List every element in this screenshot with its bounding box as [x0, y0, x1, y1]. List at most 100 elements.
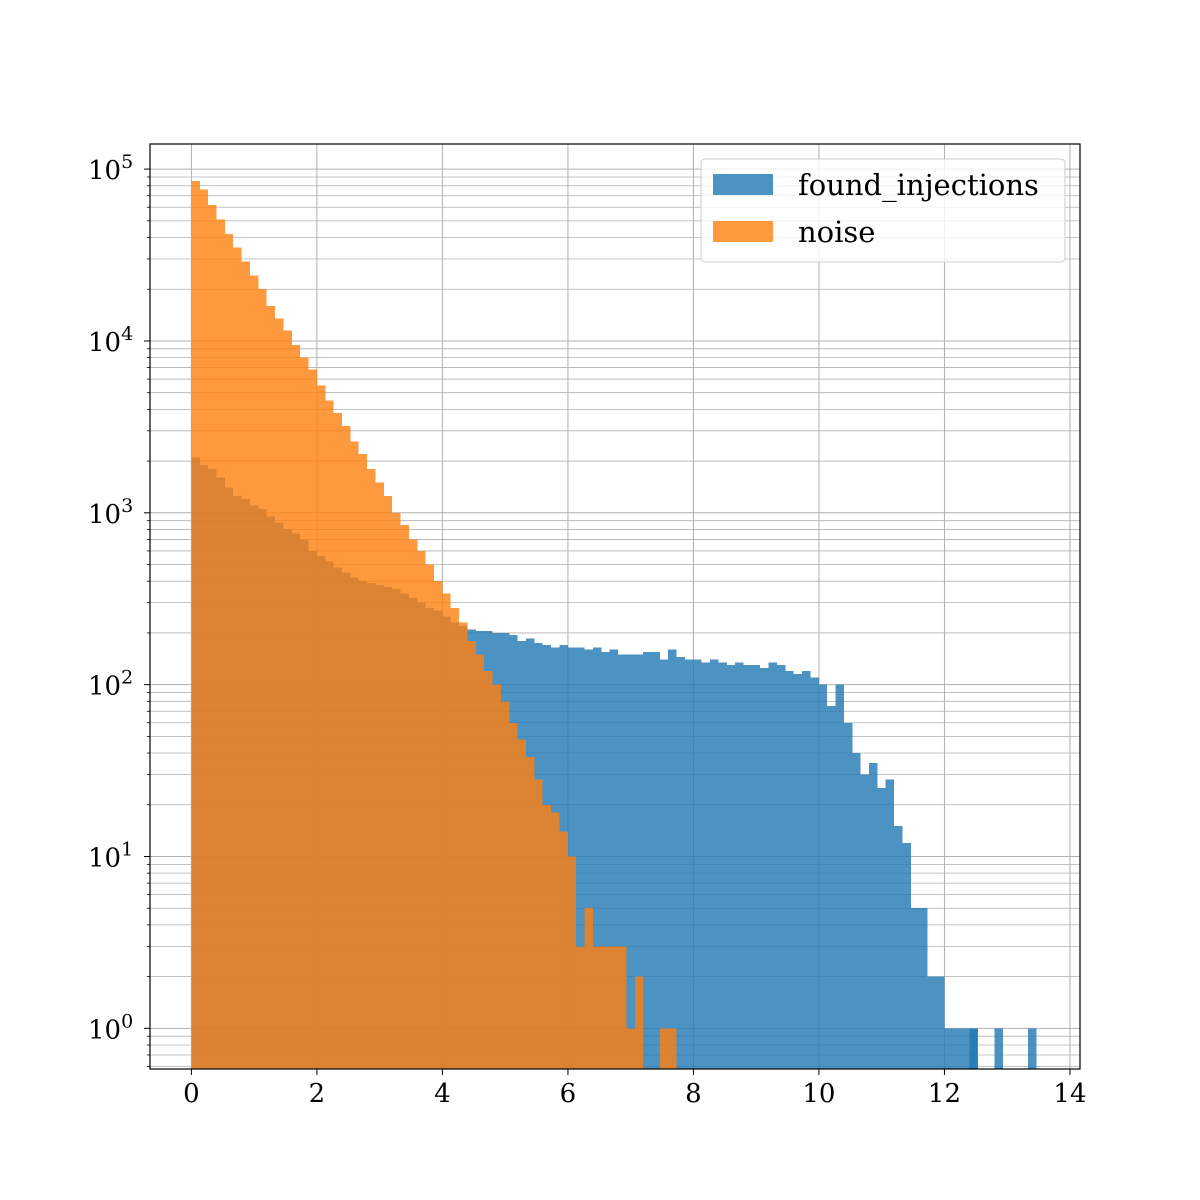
histogram-bar — [952, 1028, 961, 1069]
histogram-bar — [659, 659, 669, 1069]
histogram-bar — [960, 1028, 970, 1069]
legend-label-noise: noise — [798, 215, 875, 249]
histogram-bar — [609, 649, 619, 1069]
x-tick-label: 4 — [434, 1079, 451, 1109]
histogram-bar — [417, 550, 426, 1069]
y-tick-label: 104 — [88, 323, 133, 358]
histogram-bar — [618, 946, 627, 1069]
histogram-bar — [693, 659, 702, 1069]
histogram-bar — [668, 649, 677, 1069]
histogram-bar — [751, 665, 761, 1069]
histogram-bar — [643, 651, 652, 1069]
histogram-bar — [592, 946, 602, 1069]
histogram-bar — [885, 779, 895, 1069]
histogram-bar — [902, 842, 911, 1069]
histogram-bar — [567, 856, 577, 1069]
x-tick-label: 12 — [928, 1079, 961, 1109]
histogram-bar — [233, 247, 242, 1070]
histogram-bar — [994, 1028, 1004, 1069]
x-tick-label: 10 — [802, 1079, 835, 1109]
histogram-bar — [668, 1028, 677, 1069]
histogram-bar — [517, 739, 527, 1069]
histogram-bar — [191, 181, 200, 1069]
histogram-bar — [559, 831, 568, 1069]
histogram-bar — [785, 671, 794, 1069]
histogram-bar — [492, 684, 501, 1069]
histogram-bar — [634, 976, 644, 1069]
histogram-bar — [358, 453, 368, 1069]
bars-layer — [191, 181, 1037, 1070]
histogram-bar — [325, 400, 334, 1069]
x-tick-label: 2 — [309, 1079, 326, 1109]
histogram-bar — [341, 425, 351, 1069]
histogram-bar — [367, 468, 376, 1069]
y-tick-label: 103 — [88, 495, 133, 530]
histogram-bar — [651, 651, 660, 1069]
histogram-bar — [266, 305, 276, 1069]
histogram-bar — [333, 413, 342, 1069]
x-tick-label: 8 — [685, 1079, 702, 1109]
histogram-bar — [408, 539, 418, 1069]
x-tick-label: 14 — [1053, 1079, 1086, 1109]
histogram-bar — [919, 908, 928, 1069]
histogram-bar — [601, 946, 610, 1069]
y-tick-label: 105 — [88, 151, 133, 186]
x-tick-label: 0 — [183, 1079, 200, 1109]
histogram-bar — [275, 318, 284, 1069]
legend: found_injections noise — [700, 158, 1066, 263]
histogram-bar — [868, 763, 878, 1069]
histogram-bar — [542, 804, 552, 1069]
histogram-bar — [676, 656, 685, 1069]
histogram-bar — [735, 662, 744, 1069]
histogram-bar — [258, 289, 267, 1069]
histogram-bar — [634, 654, 644, 1069]
histogram-bar — [760, 667, 769, 1069]
histogram-bar — [726, 665, 736, 1069]
histogram-bar — [843, 722, 853, 1069]
histogram-bar — [199, 189, 209, 1069]
histogram-bar — [459, 622, 468, 1069]
histogram-bar — [860, 774, 869, 1069]
histogram-bar — [375, 482, 384, 1070]
histogram-bar — [626, 1028, 635, 1069]
histogram-bar — [1027, 1028, 1037, 1069]
histogram-bar — [216, 219, 225, 1070]
histogram-bar — [467, 640, 476, 1069]
histogram-bar — [718, 662, 727, 1069]
histogram-bar — [442, 593, 451, 1069]
histogram-bar — [475, 654, 485, 1069]
x-tick-label: 6 — [560, 1079, 577, 1109]
histogram-bar — [509, 722, 518, 1069]
histogram-bar — [350, 441, 359, 1069]
histogram-bar — [626, 654, 635, 1069]
histogram-bar — [576, 647, 585, 1069]
histogram-bar — [392, 512, 401, 1069]
histogram-bar — [208, 204, 217, 1070]
histogram-bar — [241, 261, 250, 1070]
plot-frame — [149, 143, 1081, 1070]
histogram-bar — [300, 357, 309, 1069]
histogram-bar — [434, 581, 443, 1069]
histogram-bar — [802, 671, 811, 1069]
histogram-bar — [526, 756, 535, 1069]
histogram-bar — [316, 385, 326, 1070]
histogram-bar — [592, 647, 602, 1069]
histogram-bar — [500, 701, 510, 1069]
histogram-bar — [584, 649, 593, 1069]
histogram-bar — [291, 344, 301, 1069]
histogram-bar — [249, 275, 259, 1070]
histogram-bar — [450, 607, 460, 1069]
histogram-bar — [927, 976, 936, 1069]
legend-box — [700, 158, 1066, 263]
ticks-layer: 0 2 4 6 8 10 12 14 100 101 102 103 104 105 — [88, 151, 1087, 1109]
histogram-bar — [601, 651, 610, 1069]
histogram-bar — [584, 908, 593, 1069]
histogram-bar — [551, 812, 560, 1069]
histogram-bar — [894, 826, 903, 1069]
histogram-bar — [308, 369, 317, 1069]
histogram-bar — [400, 524, 409, 1069]
histogram-bar — [383, 496, 393, 1070]
histogram-bar — [659, 1028, 669, 1069]
histogram-bar — [910, 908, 920, 1069]
histogram-bar — [710, 659, 719, 1069]
